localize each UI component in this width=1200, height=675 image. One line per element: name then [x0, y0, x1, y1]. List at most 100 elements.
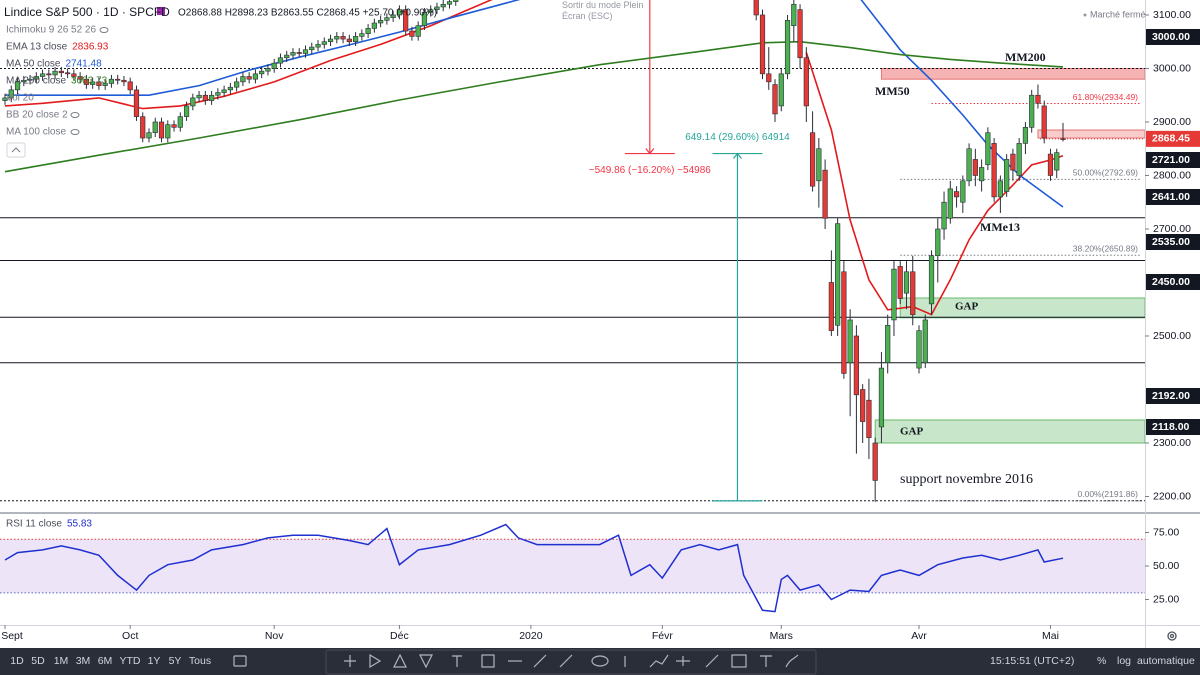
candle-body	[171, 124, 177, 128]
timeframe-button[interactable]: 1M	[54, 655, 69, 667]
candle-body	[108, 78, 115, 84]
candle-body	[39, 73, 46, 77]
candle-body	[797, 9, 803, 59]
candle-body	[853, 335, 860, 396]
candle-body	[177, 116, 183, 128]
scale-option[interactable]: log	[1117, 655, 1131, 667]
candle-body	[221, 89, 227, 93]
level-price-box	[1146, 29, 1200, 45]
level-price-box	[1146, 152, 1200, 168]
candle-body	[772, 84, 778, 115]
candle-body	[784, 20, 791, 75]
timeframe-button[interactable]: 1Y	[148, 655, 161, 667]
clock: 15:15:51 (UTC+2)	[990, 655, 1074, 667]
candle-body	[866, 399, 872, 438]
zone	[1037, 129, 1145, 139]
annotation: MMe13	[980, 220, 1020, 234]
candle-body	[196, 94, 202, 99]
status-dot	[1083, 13, 1087, 17]
candle-body	[947, 188, 953, 219]
timeframe-button[interactable]: YTD	[120, 655, 141, 667]
level-price-box	[1146, 234, 1200, 250]
level-price-label: 2721.00	[1152, 154, 1190, 166]
rsi-legend-name: RSI 11 close	[6, 519, 62, 530]
candle-body	[277, 57, 284, 64]
candle-body	[1016, 143, 1022, 176]
candle-body	[991, 143, 997, 198]
candle-body	[822, 169, 828, 219]
candle-body	[434, 6, 440, 10]
scale-option[interactable]: %	[1097, 655, 1106, 667]
candle-body	[265, 68, 271, 72]
scale-option[interactable]: automatique	[1137, 655, 1195, 667]
candle-body	[127, 81, 133, 91]
y-tick-label: 2200.00	[1153, 490, 1191, 502]
candle-body	[421, 12, 428, 26]
candle-body	[190, 97, 196, 107]
x-tick-label: Nov	[265, 630, 284, 642]
candle-body	[396, 9, 403, 16]
candle-body	[409, 30, 415, 37]
price-pane: 61.80%(2934.49) 50.00%(2792.69) 38.20%(265…	[0, 0, 1145, 502]
timeframe-button[interactable]: Tous	[189, 655, 211, 667]
level-price-label: 2535.00	[1152, 236, 1190, 248]
candle-body	[891, 268, 897, 321]
y-tick-label: 2500.00	[1153, 330, 1191, 342]
candle-body	[953, 191, 960, 198]
candle-body	[878, 367, 885, 428]
settings-icon[interactable]	[1167, 631, 1177, 641]
x-tick-label: Avr	[911, 630, 927, 642]
fullscreen-hint[interactable]: Sortir du mode Plein Écran (ESC)	[562, 0, 644, 21]
timeframe-button[interactable]: 1D	[10, 655, 24, 667]
candle-body	[872, 442, 878, 481]
indicator-legend: Vol 20	[6, 93, 34, 104]
x-tick-label: Mai	[1042, 630, 1059, 642]
x-tick-label: Déc	[390, 630, 409, 642]
chart-title: Lindice S&P 500 · 1D · SPCFD	[4, 5, 170, 19]
candle-body	[202, 94, 208, 101]
annotation: GAP	[900, 426, 924, 438]
candle-body	[778, 73, 784, 107]
candle-body	[359, 33, 365, 37]
candle-body	[46, 73, 52, 76]
candle-body	[1035, 94, 1041, 104]
y-tick-label: 3100.00	[1153, 9, 1191, 21]
candle-body	[8, 89, 14, 99]
candle-body	[296, 52, 302, 54]
fib-label: 50.00%(2792.69)	[1073, 168, 1138, 178]
candle-body	[259, 70, 265, 75]
candle-body	[71, 73, 77, 77]
candle-body	[102, 83, 108, 86]
legend-name: EMA 13 close	[6, 42, 68, 53]
timeframe-button[interactable]: 5Y	[169, 655, 182, 667]
candle-body	[284, 54, 290, 59]
candle-body	[140, 116, 146, 139]
candle-body	[428, 9, 434, 13]
candle-body	[766, 73, 772, 83]
x-tick-label: Mars	[770, 630, 793, 642]
ma-line	[4, 0, 1064, 316]
rsi-line	[4, 523, 1064, 613]
candle-body	[997, 180, 1003, 198]
timeframe-button[interactable]: 5D	[31, 655, 45, 667]
candle-body	[77, 76, 83, 80]
fib-label: 61.80%(2934.49)	[1073, 92, 1138, 102]
candle-body	[809, 132, 816, 187]
candle-body	[860, 389, 866, 422]
candle-body	[327, 38, 334, 43]
rsi-tick-label: 25.00	[1153, 593, 1179, 605]
candle-body	[972, 159, 978, 176]
measure-arrow	[732, 152, 742, 159]
timeframe-button[interactable]: 6M	[98, 655, 113, 667]
level-price-box	[1146, 388, 1200, 404]
rsi-tick-label: 50.00	[1153, 560, 1179, 572]
candle-body	[27, 78, 33, 81]
candle-body	[378, 20, 384, 24]
candle-body	[966, 148, 972, 182]
fib-label: 38.20%(2650.89)	[1073, 244, 1138, 254]
candle-body	[346, 38, 352, 43]
candle-body	[115, 78, 121, 81]
candle-body	[65, 72, 71, 75]
timeframe-button[interactable]: 3M	[76, 655, 91, 667]
